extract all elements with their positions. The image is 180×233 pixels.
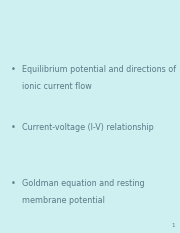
Text: 1: 1 [171,223,175,228]
Text: membrane potential: membrane potential [22,196,104,205]
Text: Equilibrium potential and directions of: Equilibrium potential and directions of [22,65,176,74]
Text: •: • [11,123,16,133]
Text: Goldman equation and resting: Goldman equation and resting [22,179,144,188]
Text: •: • [11,179,16,188]
Text: ionic current flow: ionic current flow [22,82,91,91]
Text: •: • [11,65,16,74]
Text: Current-voltage (I-V) relationship: Current-voltage (I-V) relationship [22,123,153,133]
